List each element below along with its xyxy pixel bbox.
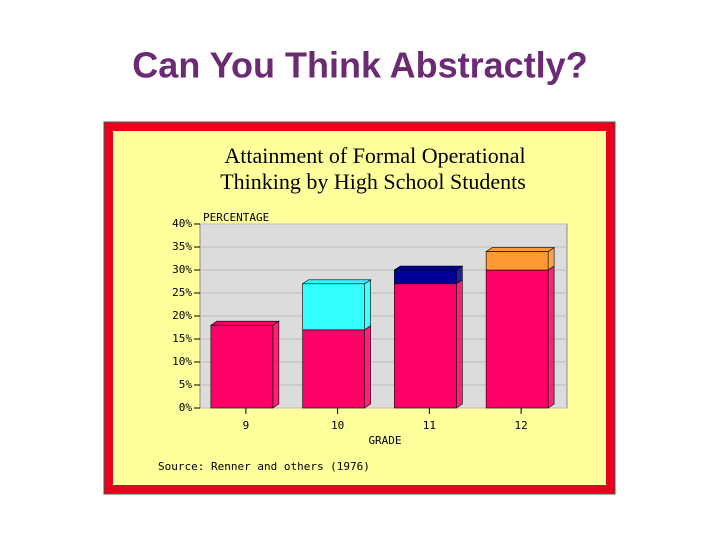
bar <box>210 324 274 409</box>
bar-side <box>547 265 555 409</box>
y-tick-label: 30% <box>172 263 192 276</box>
bar <box>302 329 365 409</box>
y-tick-label: 0% <box>179 401 193 414</box>
x-axis-label: GRADE <box>368 434 401 447</box>
y-axis-label: PERCENTAGE <box>203 211 269 224</box>
bar-side <box>272 320 280 409</box>
bar-side <box>364 325 371 409</box>
bar-top <box>485 247 556 252</box>
y-tick-label: 5% <box>179 378 193 391</box>
chart-title: Thinking by High School Students <box>220 169 526 194</box>
x-tick-label: 10 <box>331 419 344 432</box>
y-tick-label: 25% <box>172 286 192 299</box>
bar-side <box>456 279 463 409</box>
x-tick-label: 11 <box>423 419 436 432</box>
source: Source: Renner and others (1976) <box>158 460 370 473</box>
y-tick-label: 10% <box>172 355 192 368</box>
bar <box>394 269 457 285</box>
bar <box>485 251 549 271</box>
y-tick-label: 15% <box>172 332 192 345</box>
y-tick-label: 40% <box>172 217 192 230</box>
bar-top <box>393 265 464 271</box>
slide-title: Can You Think Abstractly? <box>132 45 587 86</box>
bar-side <box>364 279 371 331</box>
chart-title: Attainment of Formal Operational <box>224 143 525 168</box>
bar <box>394 283 457 409</box>
bar-top <box>209 320 280 326</box>
bar <box>302 283 365 331</box>
y-tick-label: 35% <box>172 240 192 253</box>
x-tick-label: 9 <box>243 419 250 432</box>
x-tick-label: 12 <box>515 419 528 432</box>
bar-top <box>301 279 372 285</box>
y-tick-label: 20% <box>172 309 192 322</box>
bar <box>485 269 549 409</box>
